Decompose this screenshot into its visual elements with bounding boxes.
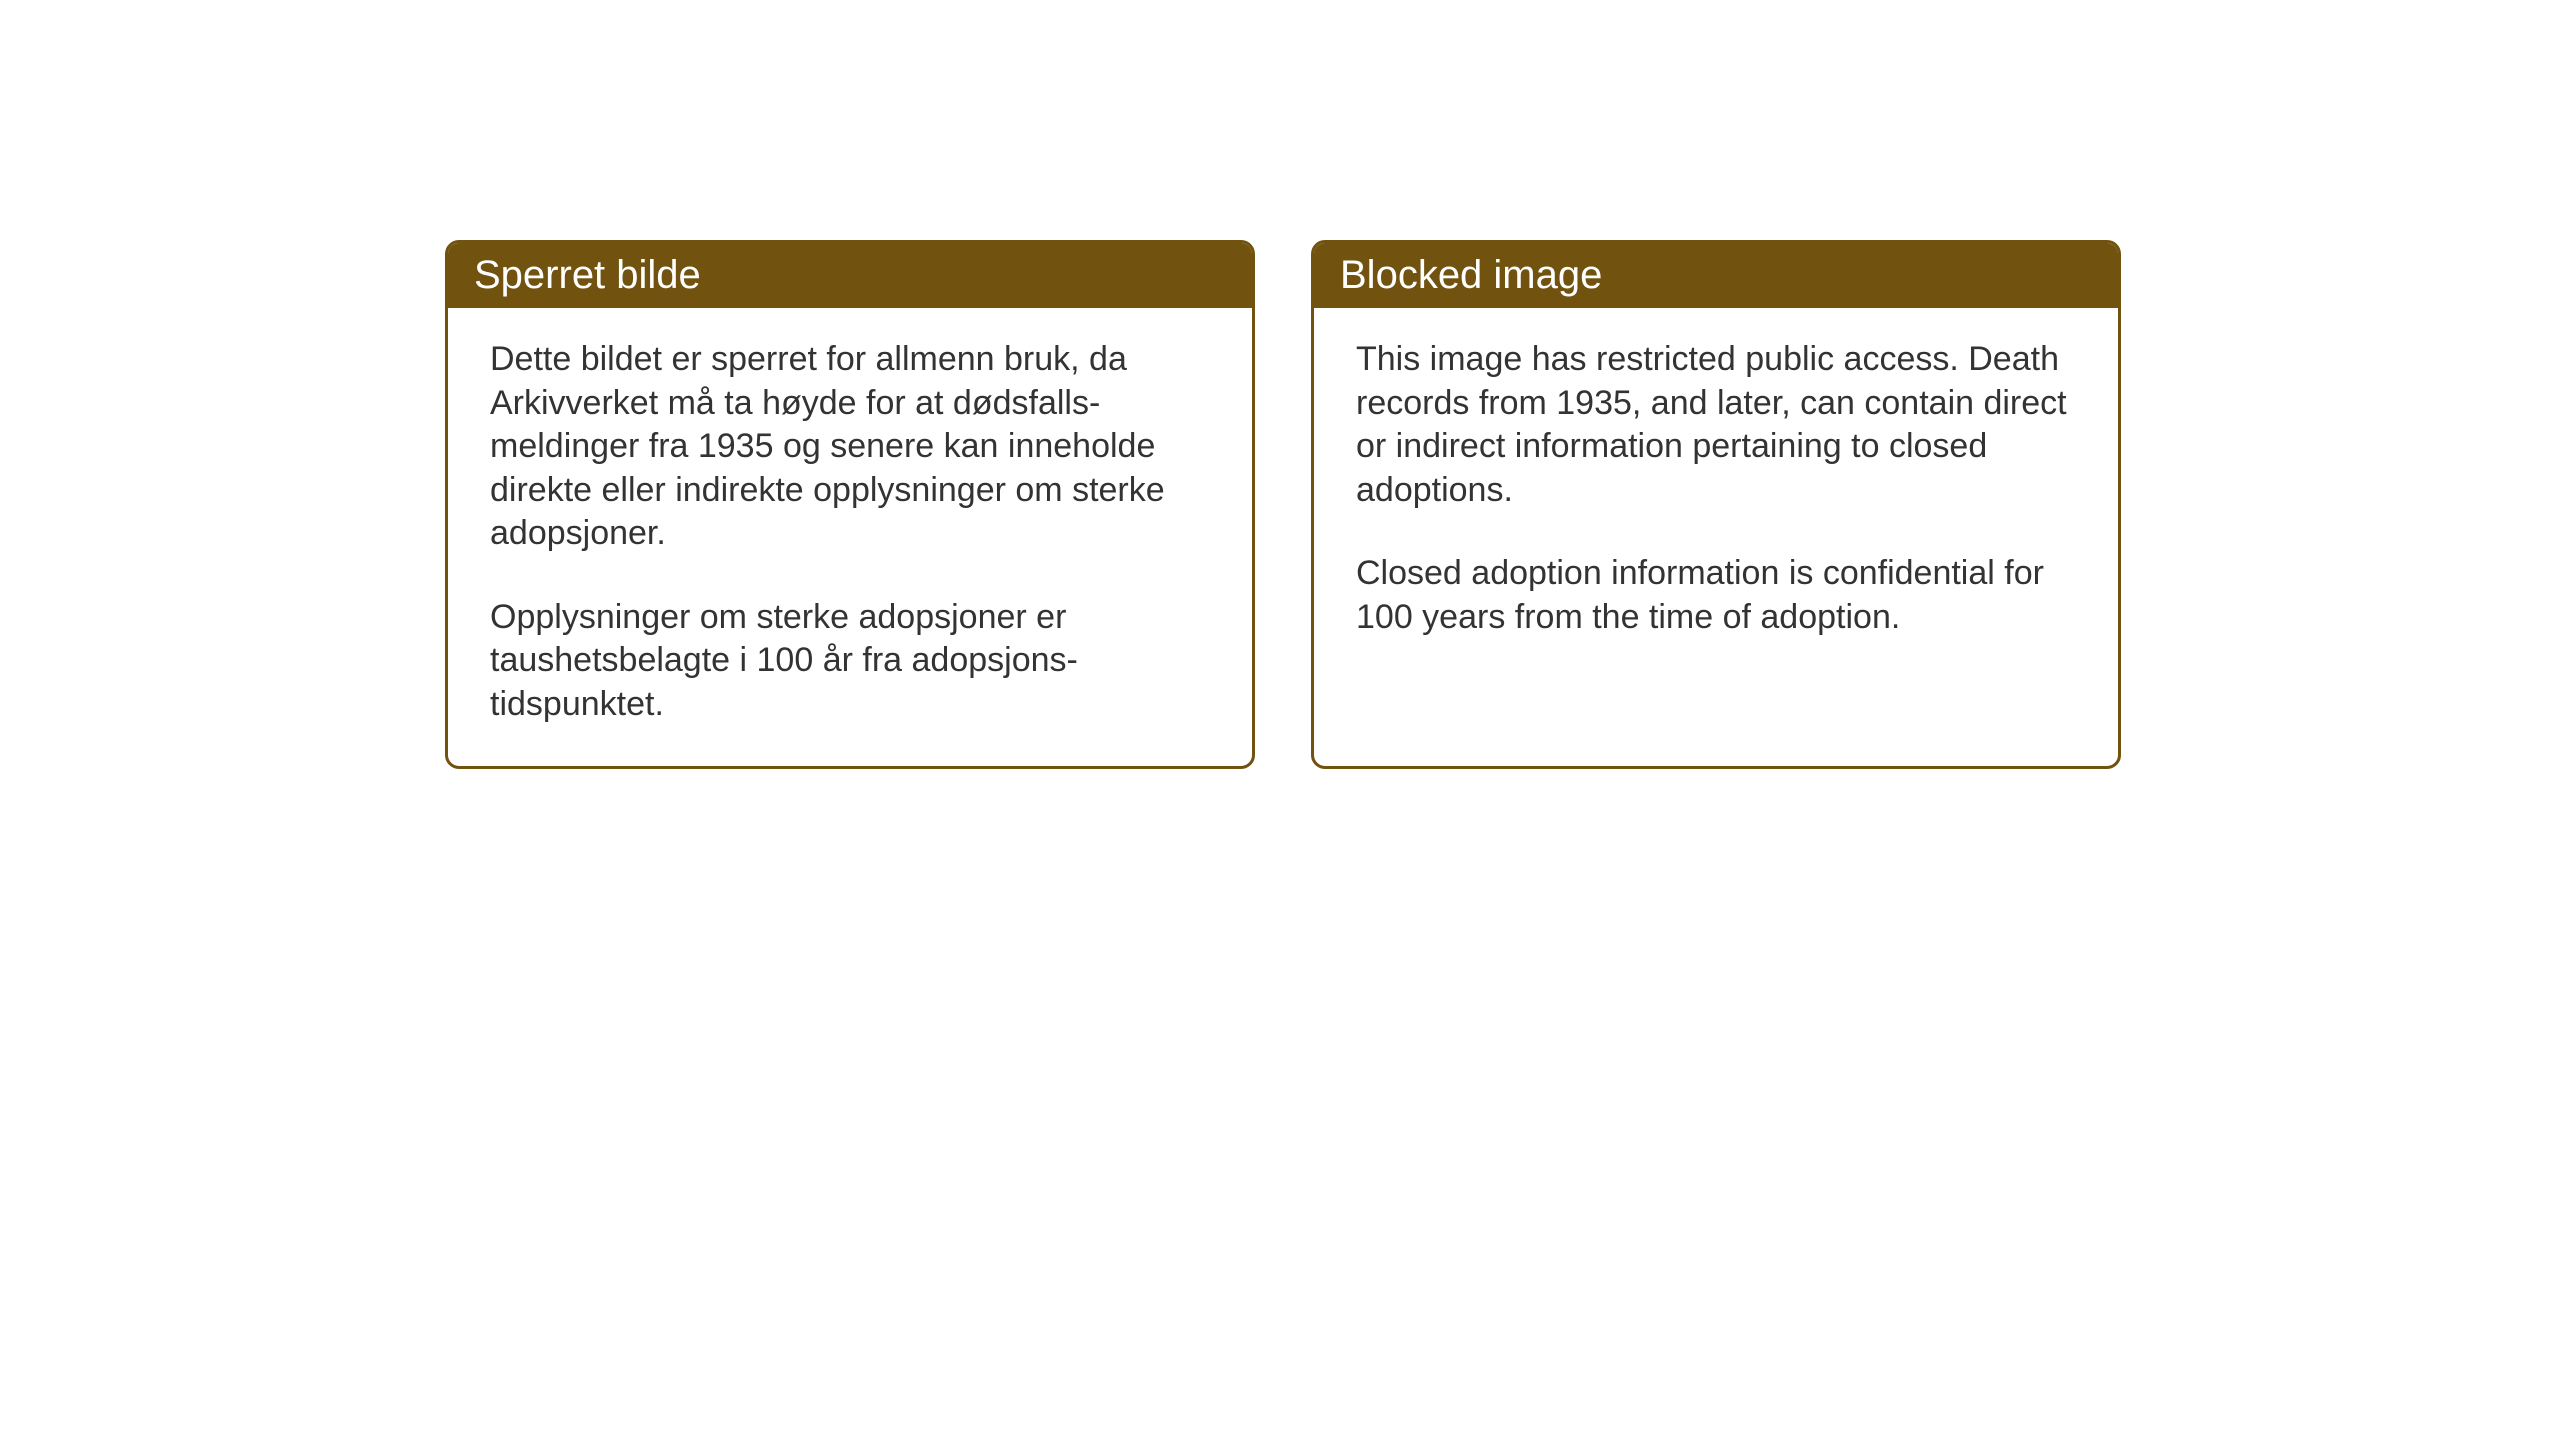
notice-body-english: This image has restricted public access.…: [1314, 308, 2118, 679]
notice-paragraph-2-norwegian: Opplysninger om sterke adopsjoner er tau…: [490, 596, 1210, 727]
notice-paragraph-2-english: Closed adoption information is confident…: [1356, 552, 2076, 639]
notice-title-english: Blocked image: [1340, 253, 1602, 297]
notice-box-norwegian: Sperret bilde Dette bildet er sperret fo…: [445, 240, 1255, 769]
notice-container: Sperret bilde Dette bildet er sperret fo…: [445, 240, 2121, 769]
notice-body-norwegian: Dette bildet er sperret for allmenn bruk…: [448, 308, 1252, 766]
notice-title-norwegian: Sperret bilde: [474, 253, 701, 297]
notice-paragraph-1-english: This image has restricted public access.…: [1356, 338, 2076, 512]
notice-header-english: Blocked image: [1314, 243, 2118, 308]
notice-header-norwegian: Sperret bilde: [448, 243, 1252, 308]
notice-paragraph-1-norwegian: Dette bildet er sperret for allmenn bruk…: [490, 338, 1210, 556]
notice-box-english: Blocked image This image has restricted …: [1311, 240, 2121, 769]
